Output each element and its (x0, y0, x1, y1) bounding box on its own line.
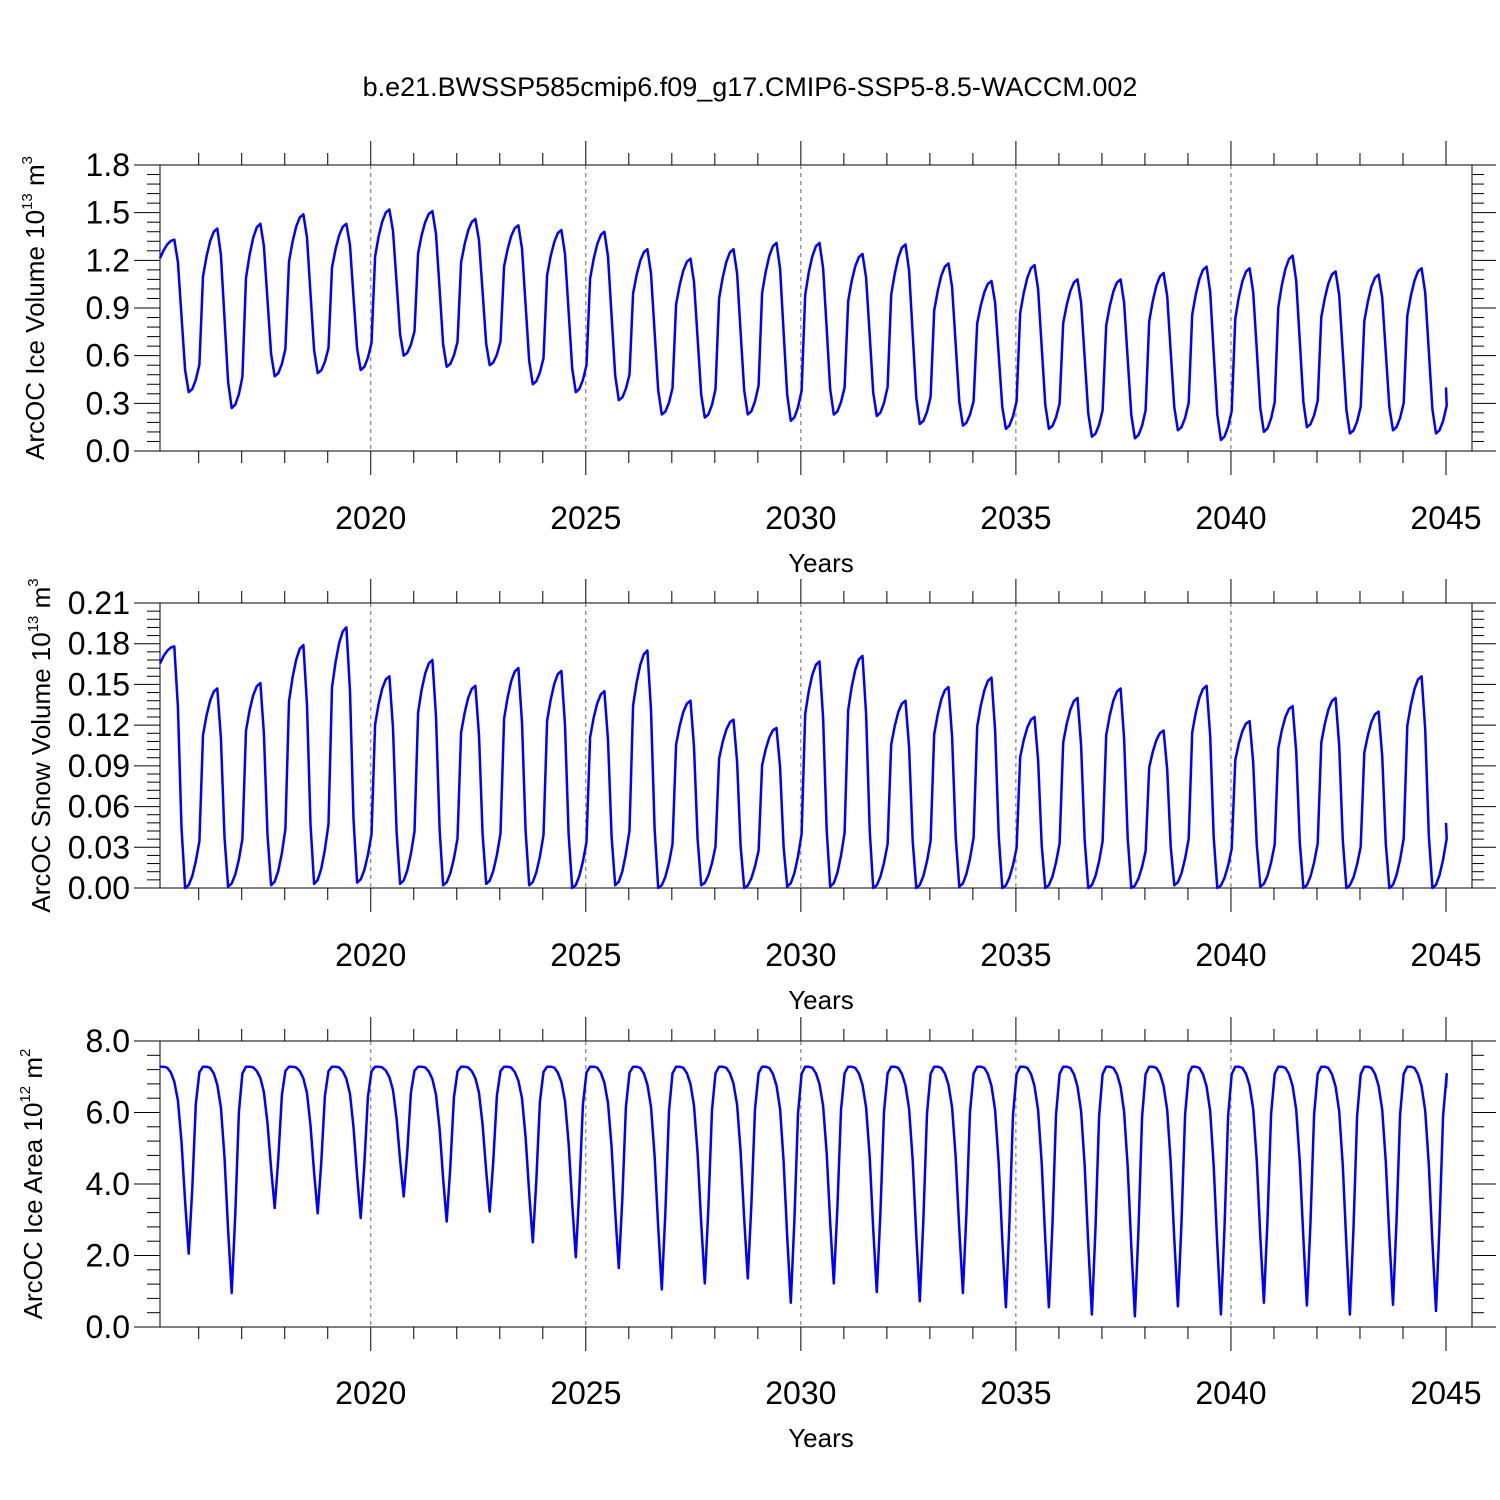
y-axis-title-unit: m (20, 164, 50, 193)
y-tick-label: 0.18 (68, 626, 130, 662)
chart-title: b.e21.BWSSP585cmip6.f09_g17.CMIP6-SSP5-8… (363, 72, 1138, 102)
x-tick-label: 2040 (1195, 937, 1266, 973)
y-tick-label: 1.5 (86, 195, 130, 231)
y-axis-title: ArcOC Snow Volume 1013 m3 (25, 578, 56, 912)
series-line-ice-volume (158, 208, 1448, 442)
y-axis-title-exponent: 13 (19, 193, 36, 210)
y-tick-label: 8.0 (86, 1023, 130, 1059)
y-tick-label: 6.0 (86, 1095, 130, 1131)
x-tick-label: 2020 (335, 1375, 406, 1411)
x-tick-label: 2045 (1410, 1375, 1481, 1411)
y-tick-label: 0.21 (68, 585, 130, 621)
y-tick-label: 0.00 (68, 870, 130, 906)
x-tick-label: 2030 (765, 500, 836, 536)
plot-frame (159, 164, 1473, 452)
y-tick-label: 0.0 (86, 1309, 130, 1345)
x-axis-title: Years (788, 985, 854, 1015)
x-tick-label: 2025 (550, 1375, 621, 1411)
x-tick-label: 2020 (335, 500, 406, 536)
plot-frame (159, 602, 1473, 889)
y-axis-title-main: ArcOC Ice Volume 10 (20, 210, 50, 460)
y-axis-title-unit: m (18, 1057, 48, 1086)
y-axis-title-unit-exponent: 3 (25, 578, 42, 586)
series-line-snow-volume (158, 626, 1448, 890)
y-axis-title: ArcOC Ice Area 1012 m2 (17, 1049, 48, 1320)
y-tick-label: 0.9 (86, 290, 130, 326)
panel-ice-volume: 2020 2025 2030 2035 2040 2045 0.0 0.3 0.6 0.9 1.2 1… (19, 141, 1496, 578)
panels: 2020 2025 2030 2035 2040 2045 0.0 0.3 0.6 0.9 1.2 1… (17, 141, 1496, 1453)
y-axis-title-exponent: 13 (25, 616, 42, 633)
x-tick-label: 2030 (765, 1375, 836, 1411)
y-axis-title-main: ArcOC Ice Area 10 (18, 1103, 48, 1320)
y-tick-label: 1.2 (86, 242, 130, 278)
y-tick-label: 2.0 (86, 1238, 130, 1274)
series-line-ice-area (160, 1065, 1448, 1318)
panel-ice-area: 2020 2025 2030 2035 2040 2045 0.0 2.0 4.0 6.0 8.0 Y… (17, 1017, 1496, 1453)
y-tick-label: 0.12 (68, 707, 130, 743)
y-axis-title: ArcOC Ice Volume 1013 m3 (19, 156, 50, 460)
x-tick-label: 2025 (550, 937, 621, 973)
y-axis-title-main: ArcOC Snow Volume 10 (26, 632, 56, 912)
x-tick-label: 2035 (980, 1375, 1051, 1411)
y-tick-label: 1.8 (86, 147, 130, 183)
y-tick-label: 0.09 (68, 748, 130, 784)
x-tick-label: 2025 (550, 500, 621, 536)
x-axis-title: Years (788, 1423, 854, 1453)
x-tick-label: 2030 (765, 937, 836, 973)
x-tick-label: 2040 (1195, 1375, 1266, 1411)
y-tick-label: 4.0 (86, 1166, 130, 1202)
panel-snow-volume: 2020 2025 2030 2035 2040 2045 0.00 0.03 0.06 0.09… (25, 578, 1496, 1015)
y-axis-title-unit: m (26, 587, 56, 616)
y-tick-label: 0.03 (68, 829, 130, 865)
x-tick-label: 2020 (335, 937, 406, 973)
y-tick-label: 0.6 (86, 338, 130, 374)
x-tick-label: 2035 (980, 937, 1051, 973)
y-axis-title-unit-exponent: 3 (19, 156, 36, 164)
y-tick-label: 0.0 (86, 433, 130, 469)
x-axis-title: Years (788, 548, 854, 578)
y-tick-label: 0.06 (68, 789, 130, 825)
y-axis-title-unit-exponent: 2 (17, 1049, 34, 1057)
x-tick-label: 2045 (1410, 937, 1481, 973)
y-axis-title-exponent: 12 (17, 1086, 34, 1103)
x-tick-label: 2035 (980, 500, 1051, 536)
x-tick-label: 2040 (1195, 500, 1266, 536)
x-tick-label: 2045 (1410, 500, 1481, 536)
y-tick-label: 0.3 (86, 385, 130, 421)
y-tick-label: 0.15 (68, 666, 130, 702)
